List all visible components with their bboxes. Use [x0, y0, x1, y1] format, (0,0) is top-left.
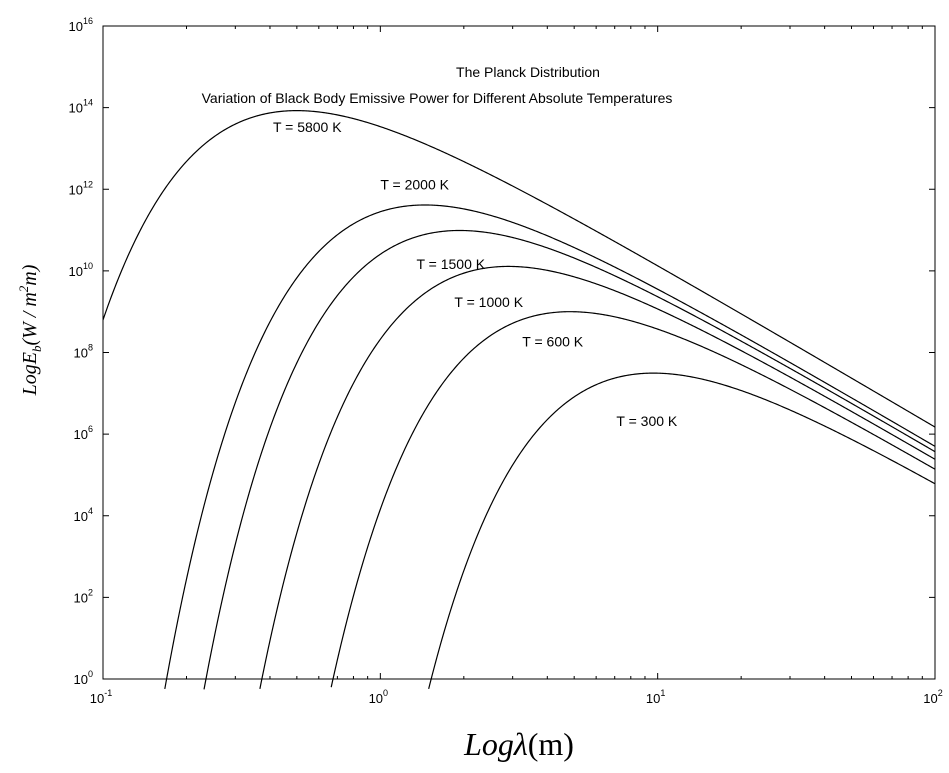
y-tick-label: 108 [74, 343, 93, 361]
curve-label-2000k: T = 2000 K [380, 176, 449, 192]
curve-600k [330, 311, 936, 688]
y-tick-label: 100 [74, 669, 93, 687]
x-axis-title: Logλ(m) [463, 726, 574, 762]
curve-1000k [259, 265, 936, 689]
chart-subtitle: Variation of Black Body Emissive Power f… [202, 90, 673, 106]
x-tick-label: 102 [923, 688, 942, 706]
y-tick-label: 1012 [69, 179, 93, 197]
plot-frame [102, 25, 936, 680]
curve-label-300k: T = 300 K [616, 413, 678, 429]
y-axis-title-text: LogEb(W / m2m) [16, 264, 44, 396]
chart-title: The Planck Distribution [456, 64, 600, 80]
y-tick-label: 1010 [69, 261, 93, 279]
x-tick-label: 100 [369, 688, 388, 706]
curve-2000k [164, 204, 936, 690]
x-axis-title-text: Logλ(m) [463, 726, 574, 762]
curve-label-1500k: T = 1500 K [416, 256, 485, 272]
y-tick-label: 102 [74, 587, 93, 605]
x-tick-label: 10-1 [90, 688, 112, 706]
curve-label-5800k: T = 5800 K [273, 119, 342, 135]
y-tick-label: 1014 [69, 98, 93, 116]
x-tick-label: 101 [646, 688, 665, 706]
curve-label-1000k: T = 1000 K [454, 294, 523, 310]
y-tick-label: 104 [74, 506, 93, 524]
curves [102, 110, 936, 690]
y-axis-title: LogEb(W / m2m) [16, 264, 44, 396]
curve-5800k [102, 110, 936, 428]
curve-300k [428, 372, 936, 690]
curve-label-600k: T = 600 K [522, 334, 584, 350]
y-tick-label: 1016 [69, 16, 93, 34]
axis-ticks: 10-1 100 101 102100102104106108101010121014… [69, 16, 943, 706]
curve-1500k [203, 229, 936, 690]
curve-labels: T = 5800 K T = 2000 K T = 1500 K T = 1000 K… [273, 119, 678, 429]
y-tick-label: 106 [74, 424, 93, 442]
